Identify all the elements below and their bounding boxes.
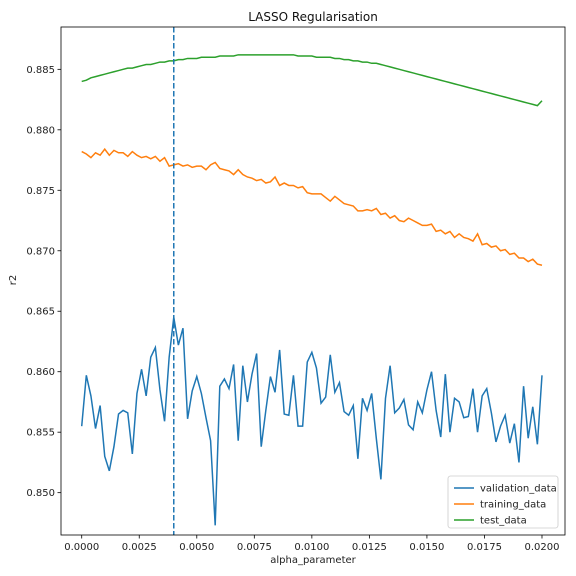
x-tick-label: 0.0100 — [294, 542, 329, 553]
y-tick-label: 0.855 — [26, 428, 55, 439]
y-tick-label: 0.850 — [26, 488, 55, 499]
x-tick-label: 0.0200 — [524, 542, 559, 553]
legend-label: training_data — [480, 500, 546, 511]
y-tick-label: 0.865 — [26, 307, 55, 318]
axes-frame — [60, 26, 566, 536]
chart-title: LASSO Regularisation — [248, 10, 378, 24]
legend-label: validation_data — [480, 484, 557, 495]
y-tick-label: 0.880 — [26, 125, 55, 136]
legend: validation_data training_data test_data — [447, 475, 559, 529]
plot-area: 0.0000 0.0025 0.0050 0.0075 0.0100 0.0125 0.01… — [26, 26, 566, 553]
x-axis-label: alpha_parameter — [270, 555, 356, 566]
series-line-test-data — [81, 54, 543, 107]
legend-box — [447, 475, 559, 529]
y-tick-label: 0.860 — [26, 367, 55, 378]
x-tick-label: 0.0075 — [237, 542, 272, 553]
x-tick-label: 0.0025 — [122, 542, 157, 553]
x-tick-label: 0.0150 — [409, 542, 444, 553]
x-tick-label: 0.0175 — [467, 542, 502, 553]
legend-label: test_data — [480, 516, 527, 527]
y-tick-label: 0.870 — [26, 246, 55, 257]
x-tick-label: 0.0125 — [352, 542, 387, 553]
y-tick-label: 0.885 — [26, 65, 55, 76]
series-line-training-data — [81, 147, 543, 267]
y-tick-label: 0.875 — [26, 186, 55, 197]
x-tick-label: 0.0050 — [179, 542, 214, 553]
y-axis-label: r2 — [8, 275, 19, 285]
series-line-validation-data — [80, 317, 543, 526]
x-tick-label: 0.0000 — [64, 542, 99, 553]
